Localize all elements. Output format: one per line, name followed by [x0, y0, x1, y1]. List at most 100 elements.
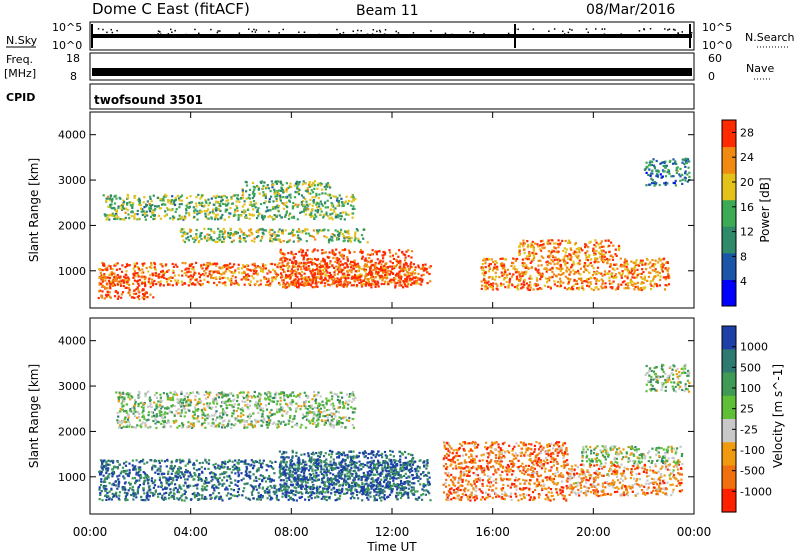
power-cell-4 — [610, 254, 613, 257]
power-cell-8 — [678, 173, 681, 176]
power-cell-6 — [243, 209, 246, 212]
power-cell-6 — [275, 194, 279, 197]
power-cell-0 — [228, 270, 231, 273]
power-cell-6 — [153, 209, 156, 212]
power-cell-7 — [262, 187, 265, 190]
power-cell-7 — [306, 187, 309, 190]
power-cell-3 — [506, 268, 509, 271]
nsky-trace-point — [352, 30, 354, 32]
power-cell-6 — [258, 212, 261, 215]
power-cell-3 — [584, 267, 587, 271]
velocity-cell-0 — [309, 476, 312, 479]
power-cell-8 — [647, 173, 650, 177]
power-cell-6 — [173, 203, 177, 206]
power-cell-3 — [527, 285, 530, 288]
power-cell-3 — [608, 258, 611, 261]
nsky-trace-point — [643, 28, 645, 30]
velocity-cell-0 — [424, 493, 427, 496]
velocity-cell-0 — [417, 475, 420, 478]
power-cell-8 — [655, 182, 658, 185]
velocity-cell-0 — [210, 471, 213, 474]
power-cell-6 — [122, 199, 125, 202]
power-cell-6 — [331, 203, 334, 206]
power-cell-2 — [322, 279, 326, 282]
power-cell-6 — [314, 209, 317, 212]
power-cell-0 — [296, 268, 299, 271]
power-cell-4 — [532, 248, 535, 251]
power-cell-0 — [240, 278, 243, 281]
power-cell-5 — [284, 229, 287, 232]
velocity-cell-0 — [157, 467, 160, 470]
power-cell-6 — [139, 204, 143, 207]
power-cell-2 — [369, 253, 372, 257]
power-cell-6 — [179, 195, 182, 198]
power-cell-1 — [128, 291, 131, 294]
power-cell-1 — [120, 296, 123, 299]
power-cell-6 — [170, 209, 173, 212]
power-cell-0 — [102, 264, 105, 267]
power-cell-2 — [402, 265, 406, 268]
power-cell-6 — [354, 197, 357, 201]
power-cell-5 — [304, 232, 308, 235]
power-cell-6 — [305, 200, 308, 203]
power-cell-3 — [621, 272, 624, 275]
power-cell-2 — [342, 263, 345, 266]
power-cell-3 — [637, 264, 640, 267]
power-cell-2 — [315, 258, 318, 262]
power-cell-2 — [374, 268, 377, 271]
power-cell-0 — [377, 270, 380, 274]
power-cell-0 — [320, 279, 323, 282]
power-cell-5 — [253, 237, 256, 240]
power-cell-4 — [528, 252, 531, 255]
power-cell-3 — [608, 270, 611, 273]
nsky-trace-point — [376, 30, 378, 33]
velocity-cell-0 — [253, 479, 256, 482]
power-cell-3 — [549, 287, 552, 290]
power-cell-2 — [368, 257, 371, 260]
power-cell-5 — [296, 230, 299, 233]
power-cell-6 — [252, 200, 256, 203]
power-cell-6 — [105, 197, 108, 200]
power-cell-6 — [347, 213, 350, 216]
power-cell-6 — [270, 195, 273, 198]
power-cell-3 — [604, 286, 608, 289]
power-cell-3 — [661, 266, 664, 269]
velocity-cell-0 — [179, 486, 182, 489]
velocity-cell-0 — [281, 473, 285, 476]
power-cell-6 — [234, 208, 237, 211]
power-cell-6 — [183, 217, 186, 220]
power-cell-3 — [481, 263, 484, 266]
power-cell-0 — [221, 282, 224, 285]
power-cell-0 — [218, 277, 222, 280]
velocity-cell-0 — [204, 459, 207, 462]
power-cell-3 — [565, 269, 568, 272]
power-cell-4 — [538, 248, 542, 251]
power-cell-6 — [300, 194, 304, 197]
power-cell-6 — [243, 203, 246, 206]
velocity-cell-0 — [195, 494, 198, 497]
velocity-cell-0 — [144, 473, 147, 476]
power-cell-3 — [492, 267, 495, 270]
power-cell-4 — [564, 251, 567, 254]
power-cell-8 — [649, 160, 652, 163]
velocity-cell-0 — [324, 469, 327, 472]
power-cell-0 — [282, 281, 285, 284]
power-cell-2 — [403, 280, 406, 283]
power-cell-5 — [354, 233, 357, 236]
cpid-panel-frame — [89, 83, 695, 110]
velocity-cell-0 — [176, 488, 179, 491]
power-cell-6 — [263, 202, 266, 205]
velocity-cell-0 — [147, 489, 150, 492]
power-cell-3 — [611, 275, 614, 278]
velocity-cell-0 — [150, 479, 153, 482]
velocity-cell-0 — [186, 462, 189, 465]
velocity-cell-0 — [420, 494, 423, 497]
power-cell-2 — [340, 276, 343, 279]
power-cell-3 — [667, 267, 670, 270]
velocity-cell-0 — [123, 491, 127, 494]
power-cell-2 — [308, 261, 311, 264]
power-cell-6 — [264, 194, 267, 198]
power-cell-6 — [231, 202, 234, 205]
power-cell-3 — [491, 269, 494, 272]
power-cell-3 — [488, 266, 491, 269]
